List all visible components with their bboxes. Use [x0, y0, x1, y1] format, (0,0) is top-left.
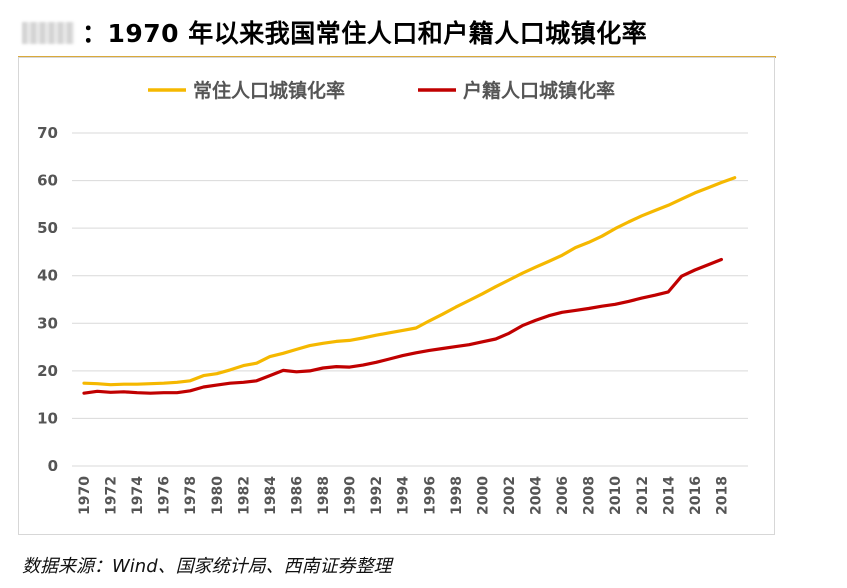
x-tick-label: 1998 [449, 476, 465, 515]
x-tick-label: 2012 [635, 476, 651, 515]
y-tick-label: 70 [37, 124, 58, 142]
y-tick-label: 50 [37, 219, 58, 237]
x-tick-label: 1986 [289, 476, 305, 515]
x-tick-label: 1982 [236, 476, 252, 515]
y-tick-label: 0 [48, 457, 58, 475]
series-lines [82, 176, 737, 395]
x-tick-label: 1996 [422, 476, 438, 515]
x-tick-label: 1980 [210, 476, 226, 515]
x-tick-label: 1972 [104, 476, 120, 515]
x-tick-label: 1976 [157, 476, 173, 515]
blurred-logo [22, 22, 74, 44]
y-axis-ticks: 0 10 20 30 40 50 60 70 [37, 124, 58, 475]
y-tick-label: 10 [37, 409, 58, 427]
y-tick-label: 60 [37, 172, 58, 190]
x-tick-label: 1988 [316, 476, 332, 515]
y-tick-label: 40 [37, 267, 58, 285]
series-line-2 [82, 257, 723, 395]
series-line-1 [82, 176, 737, 387]
x-tick-label: 1990 [343, 476, 359, 515]
x-tick-label: 2014 [661, 476, 677, 515]
x-tick-label: 1978 [183, 476, 199, 515]
chart-frame [18, 57, 775, 535]
x-tick-label: 1974 [130, 476, 146, 515]
x-tick-label: 2010 [608, 476, 624, 515]
x-tick-label: 1994 [396, 476, 412, 515]
x-tick-label: 2008 [582, 476, 598, 515]
x-tick-label: 2018 [714, 476, 730, 515]
x-axis-ticks: 1970 1972 1974 1976 1978 1980 1982 1984 1986 1988… [77, 476, 730, 515]
x-tick-label: 1970 [77, 476, 93, 515]
x-tick-label: 2002 [502, 476, 518, 515]
gridlines [72, 132, 748, 467]
x-tick-label: 1992 [369, 476, 385, 515]
x-tick-label: 2004 [529, 476, 545, 515]
legend-label-1: 常住人口城镇化率 [193, 79, 345, 102]
x-tick-label: 2016 [688, 476, 704, 515]
x-tick-label: 2006 [555, 476, 571, 515]
y-tick-label: 20 [37, 362, 58, 380]
chart-title: ：1970 年以来我国常住人口和户籍人口城镇化率 [82, 19, 648, 48]
x-tick-label: 1984 [263, 476, 279, 515]
y-tick-label: 30 [37, 314, 58, 332]
x-tick-label: 2000 [475, 476, 491, 515]
source-note: 数据来源：Wind、国家统计局、西南证券整理 [22, 556, 392, 577]
legend: 常住人口城镇化率 户籍人口城镇化率 [148, 79, 615, 102]
legend-label-2: 户籍人口城镇化率 [463, 79, 615, 102]
